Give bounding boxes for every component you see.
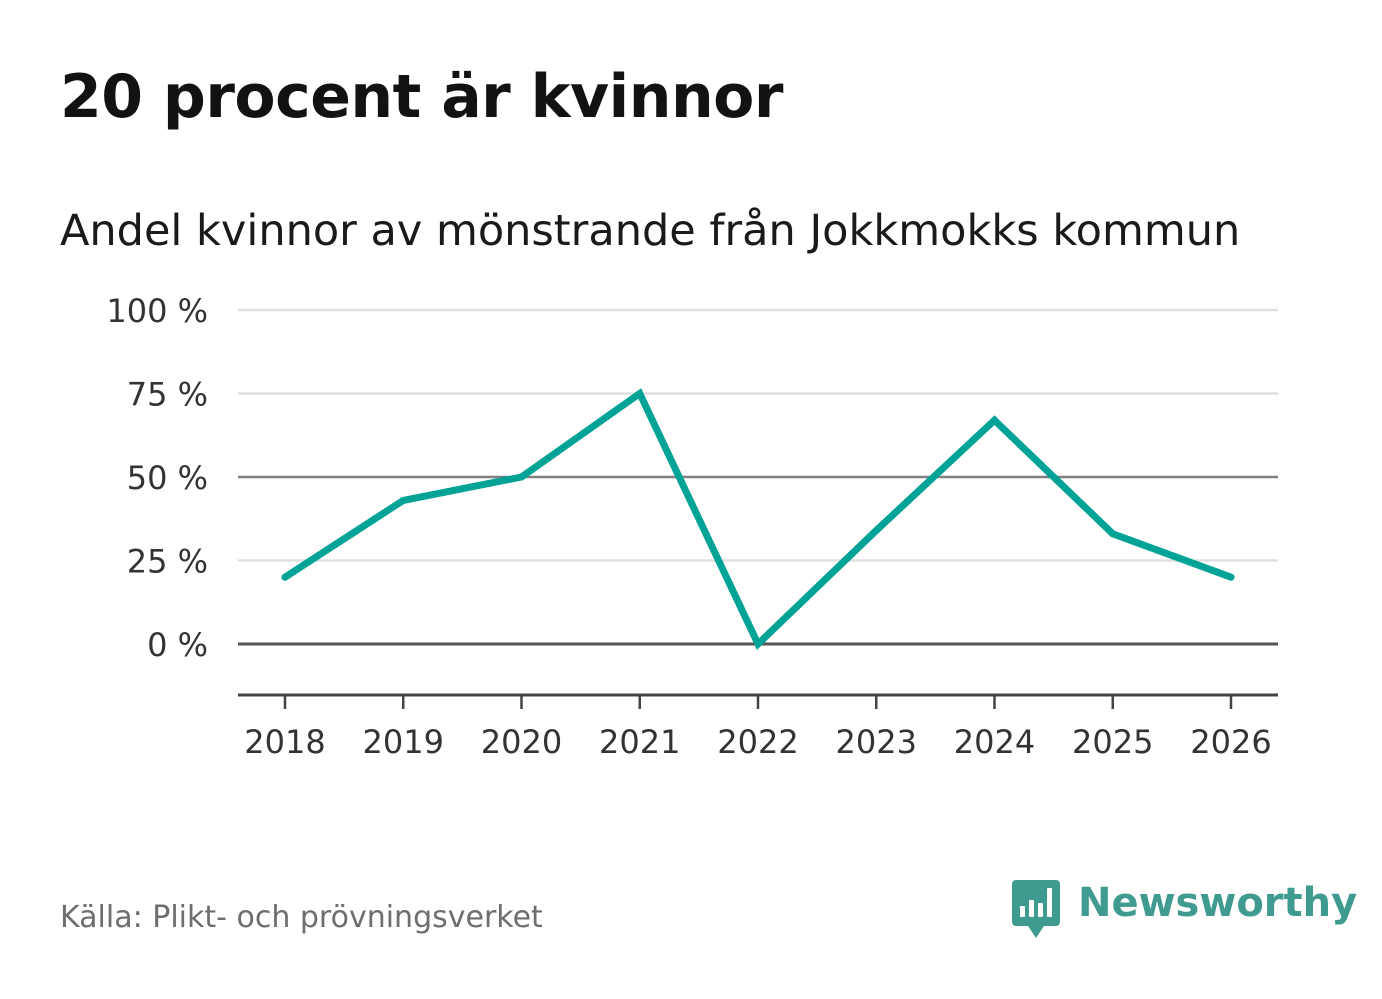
data-point	[636, 390, 644, 397]
data-point	[281, 573, 289, 581]
data-point	[518, 473, 525, 481]
data-point	[1227, 573, 1235, 581]
newsworthy-logo-icon	[1012, 880, 1060, 938]
brand-name: Newsworthy	[1078, 880, 1358, 926]
series-line	[281, 388, 1235, 650]
chart-title: 20 procent är kvinnor	[60, 62, 783, 132]
x-tick-label: 2025	[1072, 723, 1153, 761]
brand-logo: Newsworthy	[1012, 880, 1357, 940]
y-tick-label: 0 %	[147, 626, 208, 664]
x-tick-label: 2020	[481, 723, 562, 761]
y-tick-label: 25 %	[127, 543, 208, 581]
x-tick-label: 2026	[1190, 723, 1271, 761]
data-point	[754, 640, 762, 648]
data-point	[399, 496, 407, 504]
data-point	[1109, 530, 1117, 538]
x-tick-label: 2018	[244, 723, 325, 761]
x-tick-label: 2021	[599, 723, 680, 761]
x-tick-label: 2023	[836, 723, 917, 761]
y-tick-label: 75 %	[127, 376, 208, 414]
x-tick-label: 2024	[954, 723, 1035, 761]
data-point	[991, 416, 998, 424]
data-point	[872, 526, 880, 534]
x-tick-label: 2022	[717, 723, 798, 761]
chart-subtitle: Andel kvinnor av mönstrande från Jokkmok…	[60, 206, 1241, 256]
source-note: Källa: Plikt- och prövningsverket	[60, 900, 543, 935]
y-tick-label: 100 %	[106, 292, 208, 330]
y-tick-label: 50 %	[127, 459, 208, 497]
x-tick-label: 2019	[363, 723, 444, 761]
